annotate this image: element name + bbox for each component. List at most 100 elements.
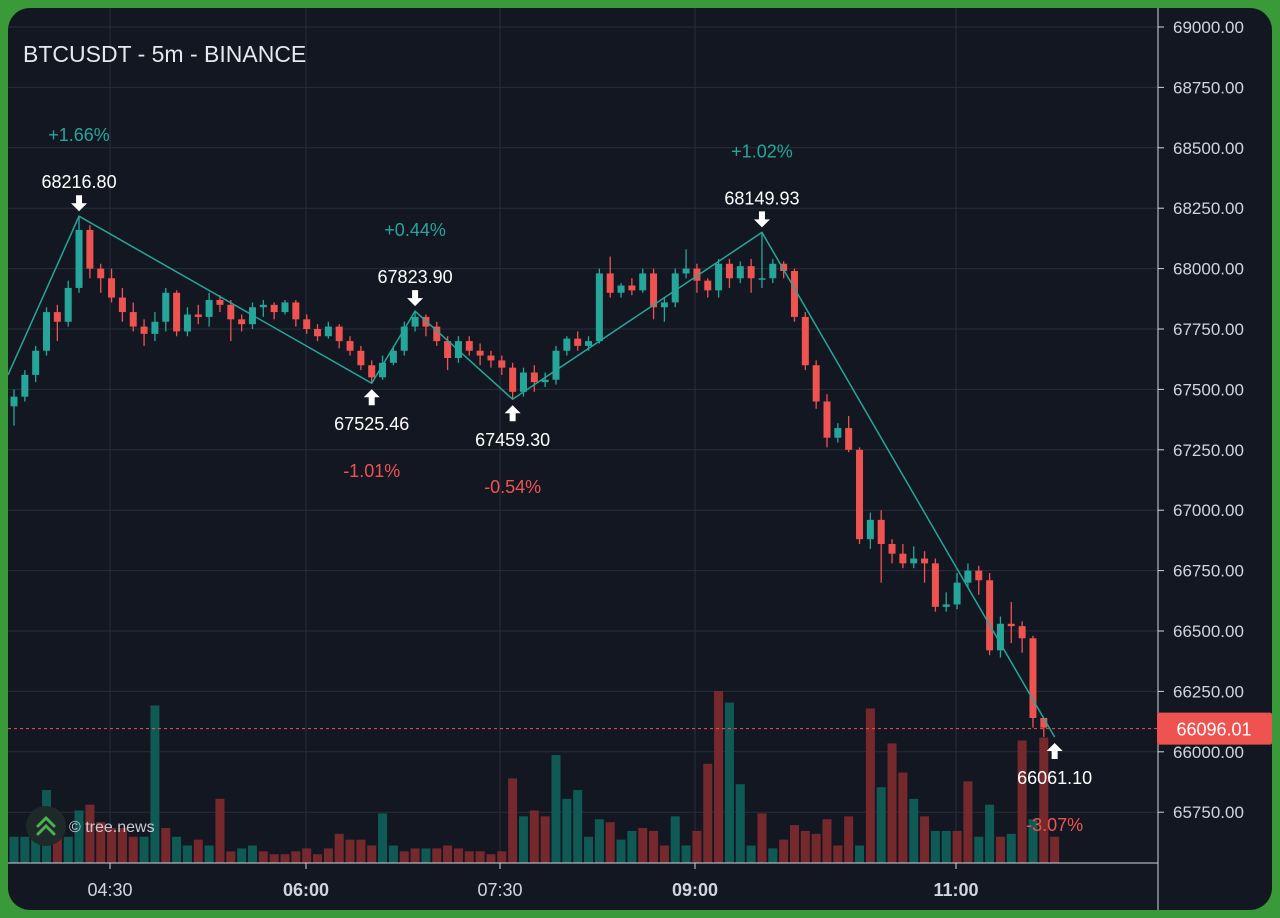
volume-bar xyxy=(237,848,247,863)
candle-body xyxy=(606,273,614,293)
volume-bar xyxy=(161,828,171,863)
volume-bar xyxy=(378,813,388,863)
price-tick-label: 67250.00 xyxy=(1173,441,1244,460)
volume-bar xyxy=(63,836,73,863)
volume-bar xyxy=(605,822,615,863)
volume-bar xyxy=(540,816,550,863)
volume-bar xyxy=(74,810,84,863)
candle-body xyxy=(270,304,278,313)
volume-bar xyxy=(779,839,789,863)
candle-body xyxy=(671,273,679,303)
candle-body xyxy=(563,338,571,351)
candle-body xyxy=(953,582,961,605)
candle-body xyxy=(238,319,246,325)
volume-bar xyxy=(367,845,377,863)
watermark: © tree.news xyxy=(26,806,155,846)
price-tick-label: 65750.00 xyxy=(1173,803,1244,822)
volume-bar xyxy=(887,743,897,863)
pivot-labels: 68216.80 +1.66% 67525.46 -1.01% 67823.90 +0.4… xyxy=(42,125,1093,835)
candle-body xyxy=(314,329,322,337)
volume-bar xyxy=(594,819,604,863)
volume-bar xyxy=(107,828,117,863)
volume-bar xyxy=(269,854,279,863)
price-tick-label: 68500.00 xyxy=(1173,139,1244,158)
pivot-price-label: 68216.80 xyxy=(42,172,117,192)
arrow-up-icon xyxy=(504,405,521,422)
volume-bar xyxy=(464,851,474,863)
candle-body xyxy=(715,263,723,291)
price-tick-label: 67750.00 xyxy=(1173,320,1244,339)
time-tick-label: 09:00 xyxy=(672,880,718,900)
price-tick-label: 67000.00 xyxy=(1173,501,1244,520)
candle-body xyxy=(725,263,733,279)
price-tick-label: 67500.00 xyxy=(1173,380,1244,399)
candle-body xyxy=(617,285,625,293)
grid xyxy=(8,8,1158,863)
time-tick-label: 11:00 xyxy=(933,880,978,900)
volume-bar xyxy=(215,798,225,863)
candle-body xyxy=(10,396,18,407)
candle-body xyxy=(259,304,267,308)
candle-body xyxy=(194,314,202,317)
candle-body xyxy=(1029,638,1037,718)
candle-body xyxy=(812,365,820,402)
volume-bar xyxy=(616,839,626,863)
volume-bar xyxy=(800,830,810,863)
volume-bar xyxy=(963,781,973,863)
candle-body xyxy=(639,273,647,291)
volume-bar xyxy=(280,854,290,863)
volume-bar xyxy=(497,851,507,863)
candle-body xyxy=(498,360,506,368)
pivot-price-label: 67525.46 xyxy=(334,414,409,434)
candle-body xyxy=(823,401,831,438)
volume-bar xyxy=(822,819,832,863)
volume-bar xyxy=(432,848,442,863)
candle-body xyxy=(21,374,29,397)
volume-bar xyxy=(985,804,995,863)
volume-bar xyxy=(692,830,702,863)
candle-body xyxy=(660,302,668,308)
volume-bar xyxy=(844,816,854,863)
volume-bar xyxy=(96,822,106,863)
candle-body xyxy=(541,379,549,383)
current-price-tag-bg xyxy=(1157,712,1272,745)
candle-body xyxy=(574,338,582,346)
volume-bar xyxy=(529,810,539,863)
volume-bar xyxy=(789,825,799,863)
candle-body xyxy=(281,302,289,313)
volume-bar xyxy=(313,854,323,863)
candle-body xyxy=(433,326,441,342)
price-chart[interactable]: 68216.80 +1.66% 67525.46 -1.01% 67823.90 +0.4… xyxy=(8,8,1272,910)
candle-body xyxy=(118,297,126,313)
candle-body xyxy=(335,326,343,342)
candle-body xyxy=(487,355,495,361)
volume-bar xyxy=(638,828,648,863)
volume-bar xyxy=(714,690,724,863)
volume-bar xyxy=(757,813,767,863)
candle-body xyxy=(303,319,311,329)
candle-body xyxy=(845,428,853,450)
price-axis[interactable]: 69000.00 68750.00 68500.00 68250.00 68000.00… xyxy=(1158,18,1244,822)
candle-body xyxy=(389,350,397,363)
pivot-change-label: -3.07% xyxy=(1026,815,1083,835)
volume-bar xyxy=(475,851,485,863)
volume-bar xyxy=(388,845,398,863)
candle-body xyxy=(996,623,1004,651)
pivot-change-label: +1.02% xyxy=(731,141,793,161)
candle-body xyxy=(650,273,658,308)
candle-body xyxy=(780,263,788,272)
volume-bar xyxy=(1006,833,1016,863)
candle-body xyxy=(747,266,755,279)
candle-body xyxy=(357,350,365,366)
volume-bar xyxy=(724,702,734,863)
volume-bar xyxy=(974,836,984,863)
candle-body xyxy=(75,229,83,288)
time-axis[interactable]: 04:30 06:00 07:30 09:00 11:00 xyxy=(87,863,979,900)
candle-body xyxy=(53,312,61,322)
candle-body xyxy=(1018,626,1026,639)
pivot-change-label: -0.54% xyxy=(484,477,541,497)
candle-body xyxy=(628,285,636,291)
zigzag-path xyxy=(8,215,1056,738)
volume-bar xyxy=(876,787,886,863)
candle-body xyxy=(162,292,170,322)
